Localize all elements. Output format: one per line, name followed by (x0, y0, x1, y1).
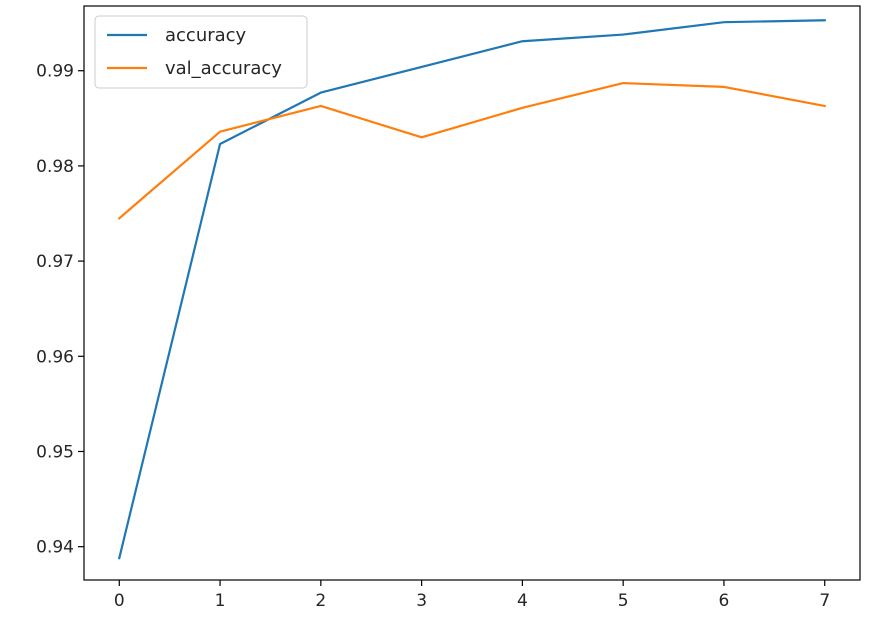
y-tick-label: 0.99 (36, 62, 74, 82)
x-tick-label: 0 (114, 591, 125, 611)
x-tick-label: 2 (315, 591, 326, 611)
y-tick-label: 0.94 (36, 538, 74, 558)
series-line-val-accuracy (117, 81, 827, 220)
x-tick-label: 5 (618, 591, 629, 611)
y-tick-label: 0.95 (36, 442, 74, 462)
series-layer (117, 19, 827, 560)
legend-box (94, 15, 308, 89)
x-tick-label: 6 (719, 591, 730, 611)
y-axis: 0.94 0.95 0.96 0.97 0.98 0.99 (36, 62, 84, 558)
legend-label: accuracy (165, 25, 247, 46)
x-axis: 0 1 2 3 4 5 6 7 (114, 580, 830, 611)
x-tick-label: 4 (517, 591, 528, 611)
axes-frame (83, 5, 861, 581)
y-tick-label: 0.96 (36, 347, 74, 367)
x-tick-label: 3 (416, 591, 427, 611)
y-tick-label: 0.98 (36, 157, 74, 177)
legend: accuracy val_accuracy (94, 15, 308, 89)
x-tick-label: 7 (819, 591, 830, 611)
legend-label: val_accuracy (165, 58, 282, 79)
y-tick-label: 0.97 (36, 252, 74, 272)
x-tick-label: 1 (215, 591, 226, 611)
series-line-accuracy (117, 19, 826, 560)
